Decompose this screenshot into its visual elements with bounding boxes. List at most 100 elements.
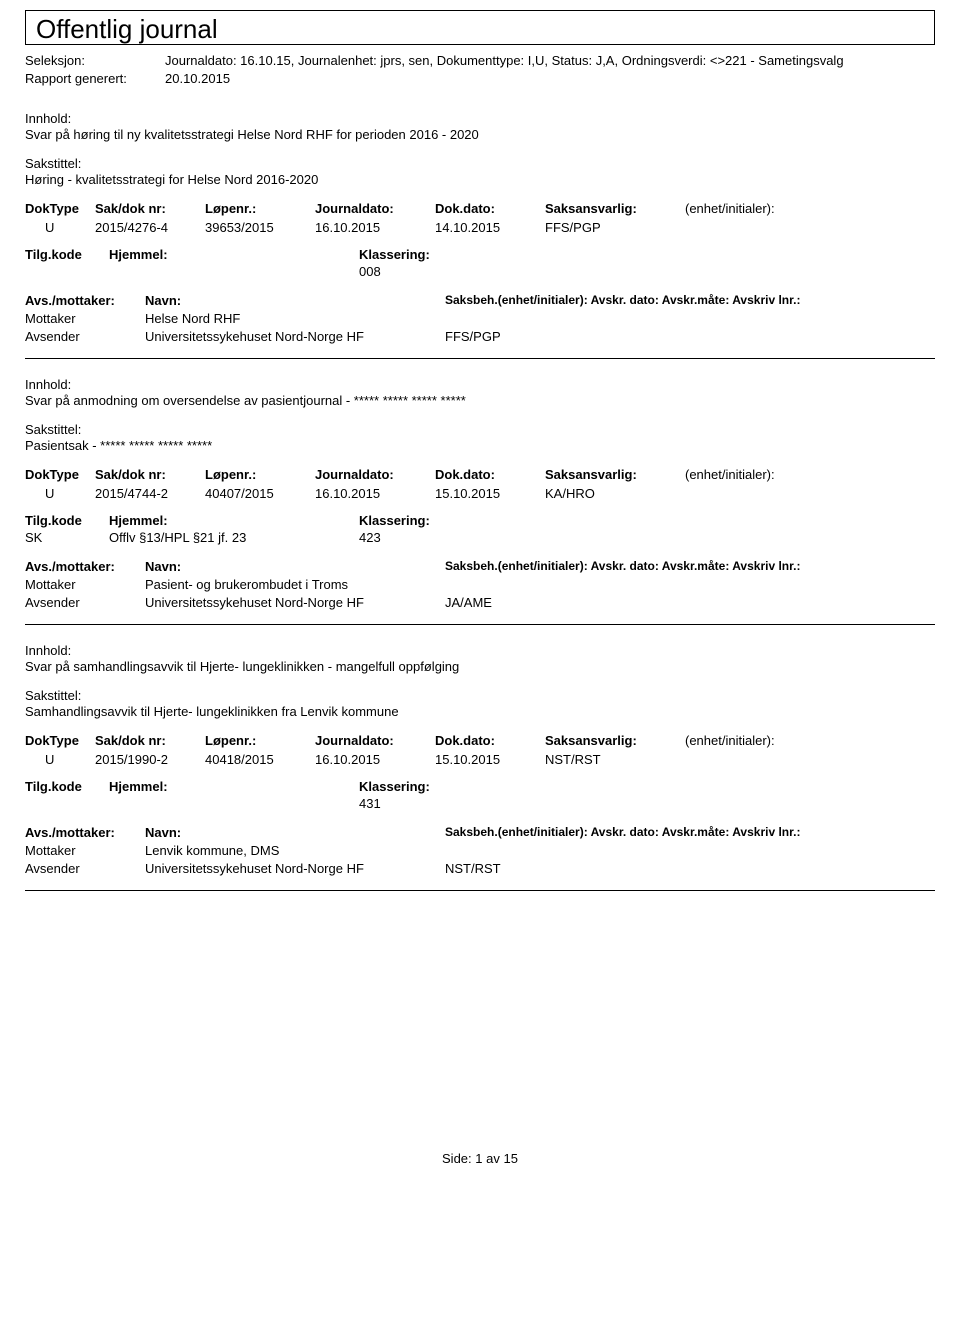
lopenr-value: 40418/2015: [205, 752, 315, 767]
klassering-value: 008: [359, 264, 779, 279]
sakdok-header: Sak/dok nr:: [95, 467, 205, 482]
navn-header: Navn:: [145, 825, 445, 840]
tilg-value-row: 008: [25, 264, 935, 279]
sakdok-header: Sak/dok nr:: [95, 733, 205, 748]
innhold-text: Svar på anmodning om oversendelse av pas…: [25, 393, 935, 408]
hjemmel-header: Hjemmel:: [109, 779, 359, 794]
lopenr-header: Løpenr.:: [205, 201, 315, 216]
avsender-name: Universitetssykehuset Nord-Norge HF: [145, 595, 445, 610]
page-footer: Side: 1 av 15: [25, 1151, 935, 1166]
klassering-value: 423: [359, 530, 779, 545]
sakstittel-text: Samhandlingsavvik til Hjerte- lungeklini…: [25, 704, 935, 719]
klassering-header: Klassering:: [359, 513, 779, 528]
avsender-row: Avsender Universitetssykehuset Nord-Norg…: [25, 595, 935, 610]
saksansvarlig-value: FFS/PGP: [545, 220, 685, 235]
tilgkode-header: Tilg.kode: [25, 513, 109, 528]
data-header-row: DokType Sak/dok nr: Løpenr.: Journaldato…: [25, 201, 935, 216]
side-label: Side:: [442, 1151, 472, 1166]
avsender-row: Avsender Universitetssykehuset Nord-Norg…: [25, 329, 935, 344]
hjemmel-value: [109, 264, 359, 279]
mottaker-row: Mottaker Pasient- og brukerombudet i Tro…: [25, 577, 935, 592]
navn-header: Navn:: [145, 293, 445, 308]
innhold-label: Innhold:: [25, 377, 935, 391]
saksansvarlig-header: Saksansvarlig:: [545, 733, 685, 748]
saksansvarlig-header: Saksansvarlig:: [545, 467, 685, 482]
avsmottaker-header: Avs./mottaker:: [25, 293, 145, 308]
page-current: 1: [475, 1151, 482, 1166]
enhet-header: (enhet/initialer):: [685, 467, 775, 482]
avsender-extra: FFS/PGP: [445, 329, 935, 344]
tilg-header-row: Tilg.kode Hjemmel: Klassering:: [25, 513, 935, 528]
innhold-label: Innhold:: [25, 111, 935, 125]
avsender-label: Avsender: [25, 595, 145, 610]
avsender-label: Avsender: [25, 329, 145, 344]
avsender-name: Universitetssykehuset Nord-Norge HF: [145, 329, 445, 344]
journaldato-header: Journaldato:: [315, 467, 435, 482]
tilgkode-value: [25, 796, 109, 811]
doktype-header: DokType: [25, 201, 95, 216]
saksbeh-header: Saksbeh.(enhet/initialer): Avskr. dato: …: [445, 293, 935, 308]
lopenr-header: Løpenr.:: [205, 733, 315, 748]
avsender-extra: JA/AME: [445, 595, 935, 610]
dokdato-header: Dok.dato:: [435, 733, 545, 748]
data-value-row: U 2015/4744-2 40407/2015 16.10.2015 15.1…: [25, 486, 935, 501]
avsender-extra: NST/RST: [445, 861, 935, 876]
seleksjon-label: Seleksjon:: [25, 53, 165, 68]
sakstittel-label: Sakstittel:: [25, 422, 935, 436]
sakdok-value: 2015/1990-2: [95, 752, 205, 767]
mottaker-extra: [445, 577, 935, 592]
tilg-header-row: Tilg.kode Hjemmel: Klassering:: [25, 247, 935, 262]
mottaker-name: Helse Nord RHF: [145, 311, 445, 326]
avs-header-row: Avs./mottaker: Navn: Saksbeh.(enhet/init…: [25, 293, 935, 308]
saksansvarlig-value: NST/RST: [545, 752, 685, 767]
seleksjon-value: Journaldato: 16.10.15, Journalenhet: jpr…: [165, 53, 935, 68]
dokdato-value: 15.10.2015: [435, 486, 545, 501]
data-header-row: DokType Sak/dok nr: Løpenr.: Journaldato…: [25, 467, 935, 482]
rapport-value: 20.10.2015: [165, 71, 935, 86]
sakstittel-text: Pasientsak - ***** ***** ***** *****: [25, 438, 935, 453]
mottaker-extra: [445, 311, 935, 326]
title-box: Offentlig journal: [25, 10, 935, 44]
innhold-text: Svar på høring til ny kvalitetsstrategi …: [25, 127, 935, 142]
dokdato-value: 15.10.2015: [435, 752, 545, 767]
page-total: 15: [504, 1151, 518, 1166]
hjemmel-header: Hjemmel:: [109, 513, 359, 528]
dokdato-value: 14.10.2015: [435, 220, 545, 235]
hjemmel-value: [109, 796, 359, 811]
avsmottaker-header: Avs./mottaker:: [25, 825, 145, 840]
mottaker-name: Lenvik kommune, DMS: [145, 843, 445, 858]
journaldato-header: Journaldato:: [315, 201, 435, 216]
entries-container: Innhold: Svar på høring til ny kvalitets…: [25, 93, 935, 891]
journal-entry: Innhold: Svar på anmodning om oversendel…: [25, 359, 935, 625]
mottaker-extra: [445, 843, 935, 858]
saksansvarlig-header: Saksansvarlig:: [545, 201, 685, 216]
tilgkode-value: [25, 264, 109, 279]
journal-entry: Innhold: Svar på høring til ny kvalitets…: [25, 93, 935, 359]
doktype-value: U: [25, 752, 95, 767]
dokdato-header: Dok.dato:: [435, 467, 545, 482]
mottaker-label: Mottaker: [25, 843, 145, 858]
sakstittel-text: Høring - kvalitetsstrategi for Helse Nor…: [25, 172, 935, 187]
journal-entry: Innhold: Svar på samhandlingsavvik til H…: [25, 625, 935, 891]
dokdato-header: Dok.dato:: [435, 201, 545, 216]
klassering-value: 431: [359, 796, 779, 811]
mottaker-row: Mottaker Lenvik kommune, DMS: [25, 843, 935, 858]
meta-row-seleksjon: Seleksjon: Journaldato: 16.10.15, Journa…: [25, 53, 935, 68]
klassering-header: Klassering:: [359, 779, 779, 794]
doktype-header: DokType: [25, 733, 95, 748]
avsender-row: Avsender Universitetssykehuset Nord-Norg…: [25, 861, 935, 876]
tilg-header-row: Tilg.kode Hjemmel: Klassering:: [25, 779, 935, 794]
avs-header-row: Avs./mottaker: Navn: Saksbeh.(enhet/init…: [25, 559, 935, 574]
mottaker-label: Mottaker: [25, 311, 145, 326]
saksansvarlig-value: KA/HRO: [545, 486, 685, 501]
data-value-row: U 2015/4276-4 39653/2015 16.10.2015 14.1…: [25, 220, 935, 235]
avsmottaker-header: Avs./mottaker:: [25, 559, 145, 574]
avsender-name: Universitetssykehuset Nord-Norge HF: [145, 861, 445, 876]
journaldato-header: Journaldato:: [315, 733, 435, 748]
saksbeh-header: Saksbeh.(enhet/initialer): Avskr. dato: …: [445, 559, 935, 574]
doktype-value: U: [25, 486, 95, 501]
doktype-header: DokType: [25, 467, 95, 482]
sakstittel-label: Sakstittel:: [25, 156, 935, 170]
hjemmel-header: Hjemmel:: [109, 247, 359, 262]
mottaker-name: Pasient- og brukerombudet i Troms: [145, 577, 445, 592]
